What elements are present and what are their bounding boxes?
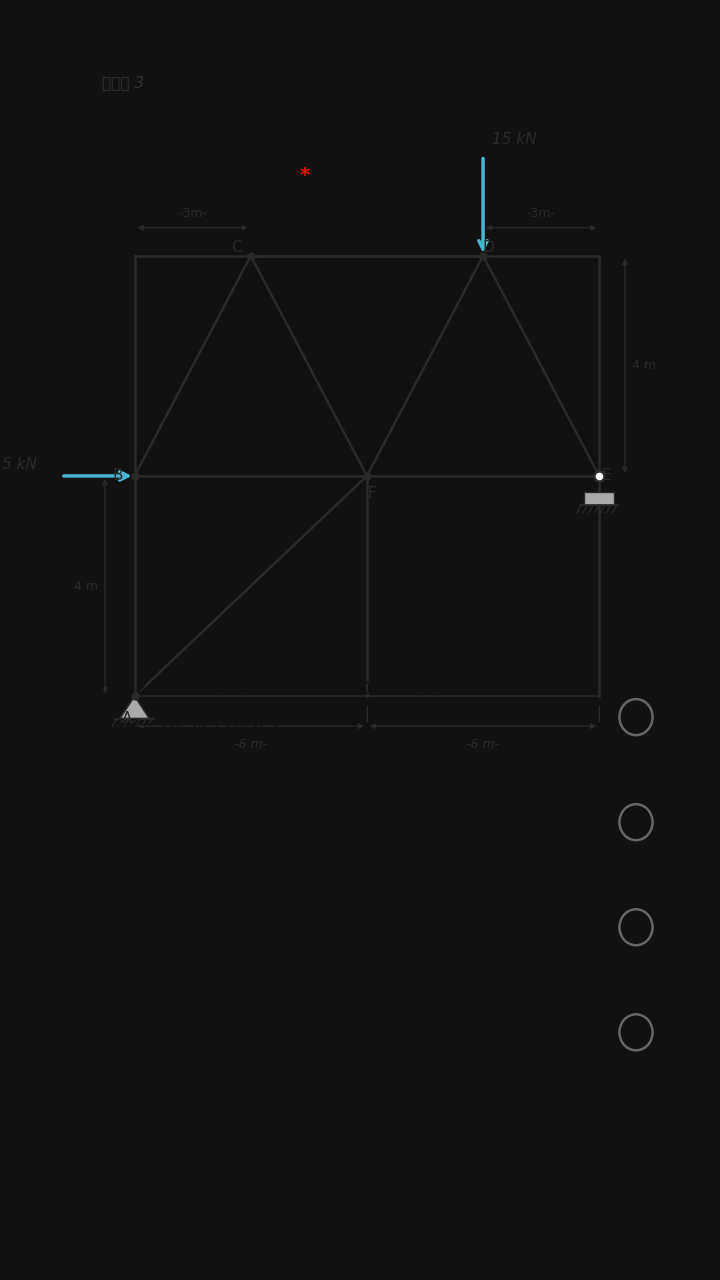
Text: and EF= 12.108 kN (T): and EF= 12.108 kN (T)	[79, 1033, 278, 1051]
Text: B: B	[113, 468, 123, 484]
Text: CD= 10.545 kN (C) and DF= 2.605 kN (C): CD= 10.545 kN (C) and DF= 2.605 kN (C)	[79, 785, 442, 803]
Text: F: F	[367, 486, 376, 502]
Text: 15 kN: 15 kN	[492, 132, 537, 147]
Text: CD= 10.545 kN (T) and DF= 2.605 kN (T): CD= 10.545 kN (T) and DF= 2.605 kN (T)	[79, 891, 439, 909]
Text: -6 m-: -6 m-	[234, 739, 267, 751]
Text: -6 m-: -6 m-	[467, 739, 500, 751]
Text: -3m-: -3m-	[526, 207, 556, 220]
Text: DF, and EF and indicate if the members: DF, and EF and indicate if the members	[203, 120, 590, 140]
Text: -3m-: -3m-	[178, 207, 207, 220]
Text: and EF= 10.545 kN (C): and EF= 10.545 kN (C)	[79, 718, 279, 736]
Text: E: E	[602, 468, 611, 484]
Text: *: *	[300, 165, 317, 184]
Text: 4 m: 4 m	[74, 580, 98, 593]
Bar	[585, 492, 614, 504]
Text: C: C	[230, 241, 241, 255]
Text: 5 kN: 5 kN	[2, 457, 37, 472]
Text: and EF= 12.108 kN (C): and EF= 12.108 kN (C)	[79, 928, 279, 946]
Text: 4 m: 4 m	[632, 360, 657, 372]
Text: A: A	[122, 710, 132, 726]
Text: ?are in tension or Compression: ?are in tension or Compression	[314, 165, 617, 184]
Polygon shape	[120, 696, 149, 718]
Text: CD= 2.605 kN (C) and DF= 10.545 kN (C): CD= 2.605 kN (C) and DF= 10.545 kN (C)	[79, 996, 442, 1014]
Text: CD= 12.108 kN (C) and DF= 2.605 kN (C): CD= 12.108 kN (C) and DF= 2.605 kN (C)	[79, 680, 442, 698]
Text: Determine the force in members CD,: Determine the force in members CD,	[217, 76, 577, 95]
Text: لـا 3: لـا 3	[102, 76, 145, 91]
Text: D: D	[482, 241, 495, 255]
Text: and EF= 12.108 kN (T): and EF= 12.108 kN (T)	[79, 823, 278, 841]
